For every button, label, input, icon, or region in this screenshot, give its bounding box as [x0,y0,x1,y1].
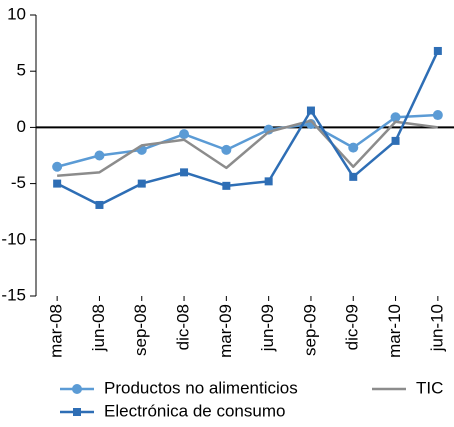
series-line [57,119,439,177]
x-tick-label: mar-08 [47,304,66,358]
point [348,142,359,153]
x-tick-label: mar-10 [385,304,404,358]
point [180,168,189,177]
point [264,177,273,186]
y-tick-label: -10 [1,229,26,248]
legend-marker [73,408,81,416]
x-tick-label: sep-09 [300,304,319,356]
legend-label: TIC [416,378,443,397]
y-tick-label: -15 [1,285,26,304]
x-tick-label: dic-09 [343,304,362,350]
point [94,150,105,161]
legend-marker [72,384,82,394]
y-tick-label: -5 [11,173,26,192]
legend-label: Productos no alimenticios [104,378,298,397]
point [432,110,443,121]
point [391,136,400,145]
point [137,179,146,188]
y-tick-label: 5 [17,61,26,80]
series-line [56,50,439,207]
point [222,181,231,190]
x-tick-label: jun-09 [258,304,277,352]
point [53,179,62,188]
point [221,144,232,155]
y-tick-label: 10 [7,4,26,23]
point [95,200,104,209]
x-tick-label: jun-08 [89,304,108,352]
point [306,106,315,115]
x-tick-label: jun-10 [427,304,446,352]
point [179,129,190,140]
x-tick-label: dic-08 [174,304,193,350]
point [433,46,442,55]
point [349,172,358,181]
point [390,112,401,123]
x-tick-label: mar-09 [216,304,235,358]
series-line [56,113,438,168]
legend-label: Electrónica de consumo [104,401,285,420]
y-tick-label: 0 [17,117,26,136]
x-tick-label: sep-08 [131,304,150,356]
point [52,161,63,172]
